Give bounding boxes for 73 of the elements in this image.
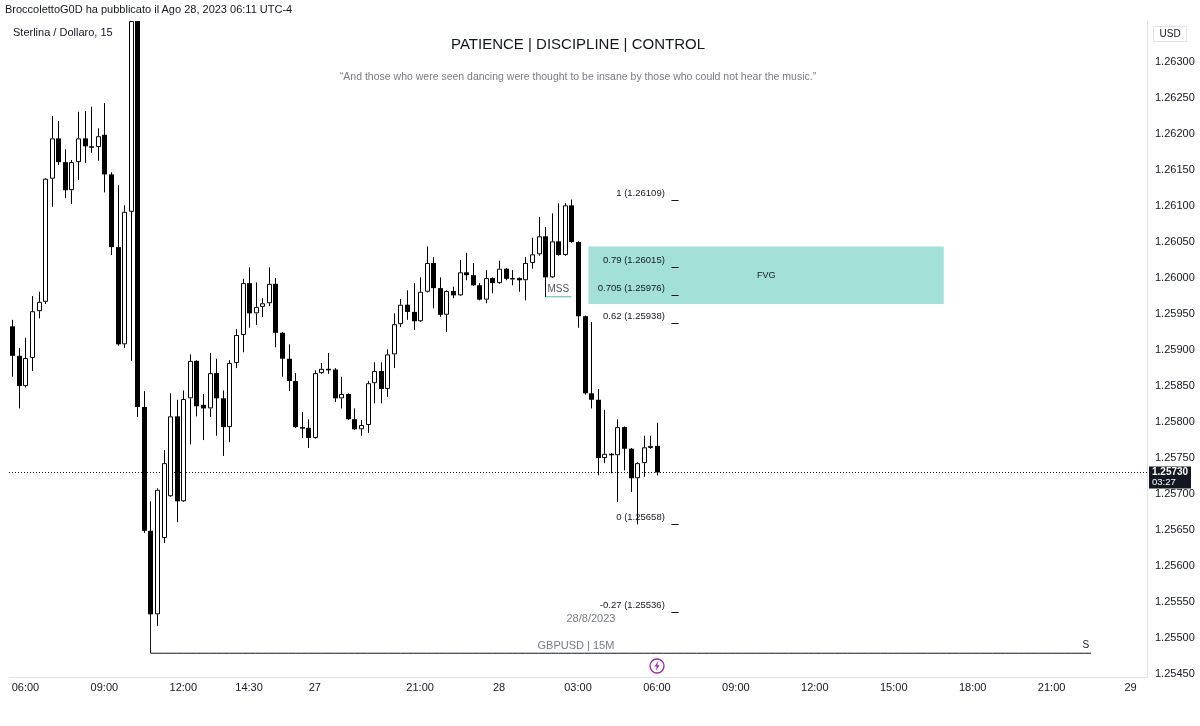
candlestick	[372, 361, 377, 404]
y-tick-label: 1.26250	[1155, 91, 1195, 104]
ref-line-label: 0.705 (1.25976)	[597, 282, 665, 294]
x-tick-label: 21:00	[406, 680, 434, 693]
y-tick-label: 1.25750	[1155, 451, 1195, 464]
y-tick-label: 1.25850	[1155, 379, 1195, 392]
y-tick-label: 1.25500	[1155, 631, 1195, 644]
x-tick-label: 21:00	[1037, 680, 1066, 693]
candlestick	[589, 321, 594, 409]
candlestick	[366, 380, 371, 434]
x-tick-label: 15:00	[879, 680, 908, 693]
y-tick-label: 1.25800	[1155, 415, 1195, 428]
x-tick-label: 18:00	[958, 680, 987, 693]
y-tick-label: 1.26150	[1155, 163, 1195, 176]
candlestick	[37, 291, 42, 319]
x-tick-label: 12:00	[169, 680, 198, 693]
series-label: S	[1082, 638, 1090, 650]
x-tick-label: 03:00	[564, 680, 592, 693]
candlestick	[622, 425, 627, 471]
y-axis-title: USD	[1159, 27, 1181, 39]
y-tick-label: 1.25900	[1155, 343, 1195, 356]
y-tick-label: 1.25450	[1155, 667, 1195, 680]
candlestick	[43, 177, 48, 305]
candlestick	[352, 407, 357, 431]
ref-line-label: 0.62 (1.25938)	[603, 310, 665, 322]
y-tick-label: 1.26300	[1155, 55, 1195, 68]
candlestick	[76, 111, 81, 181]
candlestick	[260, 297, 265, 318]
annotation: Sterlina / Dollaro, 15	[13, 26, 113, 39]
x-tick-label: 09:00	[722, 680, 750, 693]
candlestick	[89, 106, 94, 154]
y-tick-label: 1.25650	[1155, 523, 1195, 536]
text: 03:27	[1152, 476, 1176, 488]
x-tick-label: 09:00	[90, 680, 119, 693]
candlestick	[471, 262, 476, 287]
candlestick	[530, 237, 535, 270]
candlestick	[405, 289, 410, 321]
text: “And those who were seen dancing were thought to be insane by those who could not hear the music.”	[339, 69, 817, 82]
x-tick-label: 06:00	[11, 680, 40, 693]
series-label: MSS	[547, 282, 570, 294]
candlestick	[234, 328, 239, 369]
text: BroccolettoG0D ha pubblicato il Ago 28, 2023 06:11 UTC-4	[5, 3, 293, 16]
ref-line-label: 1.25730	[1152, 466, 1189, 478]
y-tick-label: 1.25600	[1155, 559, 1195, 572]
candlestick	[398, 298, 403, 328]
candlestick	[497, 260, 502, 285]
text: PATIENCE | DISCIPLINE | CONTROL	[451, 35, 705, 53]
ref-line-label: 0.79 (1.26015)	[603, 254, 665, 266]
x-tick-label: 14:30	[235, 680, 263, 693]
candlestick	[313, 369, 318, 440]
x-tick-label: 27	[308, 680, 321, 693]
annotation: 28/8/2023	[566, 612, 616, 625]
candlestick	[287, 343, 292, 392]
x-tick-label: 28	[492, 680, 506, 693]
x-tick-label: 06:00	[643, 680, 671, 693]
candlestick	[392, 312, 397, 369]
candlestick	[30, 295, 35, 372]
y-tick-label: 1.26050	[1155, 235, 1195, 248]
y-tick-label: 1.26000	[1155, 271, 1195, 284]
ref-line-label: 1 (1.26109)	[616, 187, 665, 199]
candlestick	[155, 487, 160, 627]
y-tick-label: 1.26100	[1155, 199, 1195, 212]
y-tick-label: 1.25950	[1155, 307, 1195, 320]
x-tick-label: 12:00	[801, 680, 829, 693]
ref-line-label: -0.27 (1.25536)	[599, 599, 665, 611]
candlestick	[83, 110, 88, 164]
candlestick	[254, 281, 259, 326]
band-label: FVG	[756, 269, 776, 280]
y-tick-label: 1.25550	[1155, 595, 1195, 608]
x-tick-label: 29	[1124, 680, 1137, 693]
annotation: GBPUSD | 15M	[537, 639, 615, 652]
y-tick-label: 1.25700	[1155, 487, 1195, 500]
y-tick-label: 1.26200	[1155, 127, 1195, 140]
